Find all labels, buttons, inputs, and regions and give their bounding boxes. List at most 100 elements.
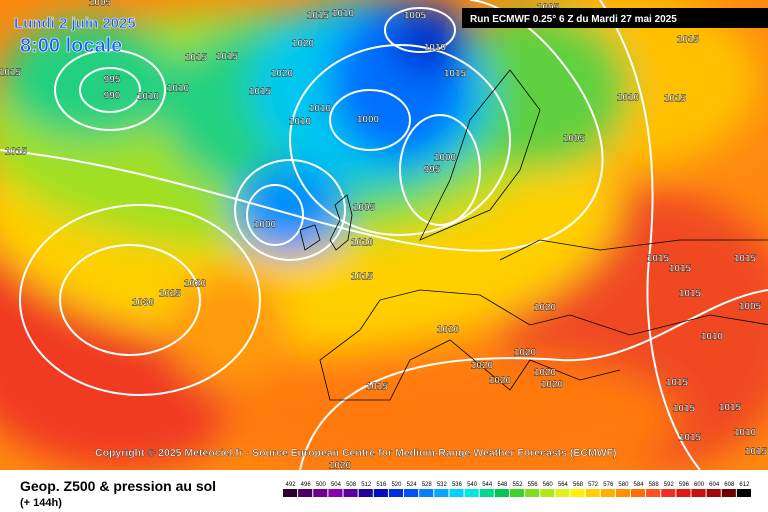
isobar-label: 1010 [424, 43, 447, 54]
coastlines [299, 69, 768, 401]
colorbar-label: 580 [618, 482, 629, 488]
isobar-label: 1020 [541, 380, 564, 391]
colorbar-label: 528 [422, 482, 433, 488]
isobar-label: 1015 [679, 433, 702, 444]
run-box [462, 8, 768, 28]
colorbar-swatch [419, 489, 434, 497]
isobar-label: 1010 [309, 104, 332, 115]
isobar-label: 1005 [404, 11, 427, 22]
isobar-label: 1005 [89, 0, 112, 9]
colorbar-swatch [509, 489, 525, 497]
isobar-label: 1015 [351, 272, 374, 283]
colorbar-label: 512 [361, 482, 372, 488]
colorbar-swatch [479, 489, 494, 497]
field [0, 0, 768, 490]
colorbar-swatch [691, 489, 706, 497]
isobar-label: 1015 [666, 378, 689, 389]
isobar-label: 1010 [734, 428, 757, 439]
colorbar-label: 556 [528, 482, 539, 488]
isobar-label: 1000 [357, 115, 380, 126]
colorbar-label: 608 [724, 482, 735, 488]
isobar-label: 1030 [132, 298, 155, 309]
colorbar-label: 584 [634, 482, 645, 488]
isobar-label: 990 [104, 91, 121, 102]
colorbar: 492 496 500 504 508 512 516 520 524 528 532 536 540 5… [283, 482, 751, 497]
isobar-label: 1020 [534, 303, 557, 314]
isobar-label: 1015 [185, 53, 208, 64]
isobar-label: 1020 [489, 376, 512, 387]
colorbar-swatch [555, 489, 570, 497]
date: Lundi 2 juin 2025 [14, 15, 136, 32]
isobar-label: 1015 [673, 404, 696, 415]
colorbar-label: 596 [679, 482, 690, 488]
colorbar-swatch [298, 489, 313, 497]
isobar-label: 995 [424, 165, 441, 176]
colorbar-label: 600 [694, 482, 705, 488]
colorbar-label: 588 [649, 482, 660, 488]
isobar-label: 1015 [664, 94, 687, 105]
isobar-label: 1020 [534, 368, 557, 379]
colorbar-swatch [661, 489, 676, 497]
footer-title: Geop. Z500 & pression au sol [20, 478, 216, 494]
isobar-label: 1015 [669, 264, 692, 275]
isobar-label: 1015 [745, 447, 768, 458]
copyright: Copyright © 2025 Meteociel.fr - Source E… [95, 447, 617, 459]
time: 8:00 locale [20, 35, 122, 57]
colorbar-swatch [676, 489, 691, 497]
isobar-label: 1010 [332, 9, 355, 20]
isobar-label: 1020 [184, 279, 207, 290]
footer-subtitle: (+ 144h) [20, 497, 62, 509]
colorbar-swatch [449, 489, 464, 497]
isobar-label: 1020 [471, 361, 494, 372]
colorbar-swatch [570, 489, 585, 497]
isobar-label: 1015 [677, 35, 700, 46]
colorbar-label: 504 [331, 482, 342, 488]
colorbar-label: 612 [739, 482, 750, 488]
colorbar-swatch [283, 489, 298, 497]
isobar-label: 1005 [353, 203, 376, 214]
colorbar-label: 560 [543, 482, 554, 488]
isobar-label: 1000 [434, 153, 457, 164]
colorbar-label: 544 [482, 482, 493, 488]
colorbar-swatch [434, 489, 449, 497]
colorbar-label: 532 [437, 482, 448, 488]
isobar-label: 1010 [167, 84, 190, 95]
isobar-label: 1010 [617, 93, 640, 104]
colorbar-label: 548 [497, 482, 508, 488]
isobar-label: 1015 [249, 87, 272, 98]
colorbar-swatch [706, 489, 721, 497]
isobar-label: 1020 [329, 461, 352, 472]
colorbar-label: 508 [346, 482, 357, 488]
colorbar-label: 576 [603, 482, 614, 488]
colorbar-label: 540 [467, 482, 478, 488]
isobar-label: 1015 [719, 403, 742, 414]
isobar-label: 1010 [289, 117, 312, 128]
colorbar-swatch [540, 489, 555, 497]
colorbar-label: 520 [391, 482, 402, 488]
colorbar-swatch [388, 489, 404, 497]
isobar-label: 1015 [307, 11, 330, 22]
colorbar-swatch [343, 489, 358, 497]
isobar-label: 1015 [679, 289, 702, 300]
colorbar-label: 524 [407, 482, 418, 488]
colorbar-label: 604 [709, 482, 720, 488]
colorbar-swatch [404, 489, 419, 497]
isobar-label: 995 [104, 75, 121, 86]
colorbar-label: 564 [558, 482, 569, 488]
colorbar-label: 536 [452, 482, 463, 488]
isobar-label: 1025 [159, 289, 182, 300]
isobars [0, 0, 768, 471]
colorbar-swatch [328, 489, 343, 497]
colorbar-label: 572 [588, 482, 599, 488]
colorbar-swatch [600, 489, 615, 497]
colorbar-swatch [646, 489, 661, 497]
isobar-label: 1010 [351, 238, 374, 249]
isobar-label: 1020 [292, 39, 315, 50]
isobar-label: 1015 [216, 52, 239, 63]
isobar-label: 1015 [0, 68, 22, 79]
isobar-label: 1005 [739, 302, 762, 313]
isobar-label: 1015 [366, 382, 389, 393]
